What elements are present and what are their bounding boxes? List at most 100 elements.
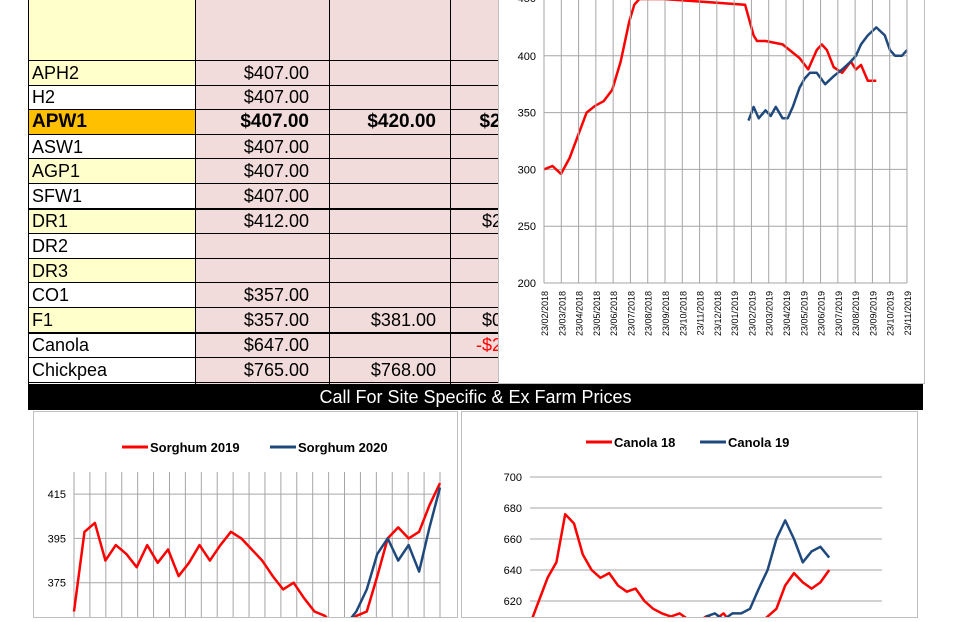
x-tick-label: 23/07/2019 xyxy=(834,291,844,336)
cell-name: F1 xyxy=(28,306,196,334)
y-tick-label: 350 xyxy=(518,108,536,120)
x-tick-label: 23/02/2019 xyxy=(747,291,757,336)
cell-c1 xyxy=(195,0,330,61)
cell-c1: $407.00 xyxy=(195,158,330,184)
table-row: DR1$412.00$2.00 xyxy=(28,207,538,235)
legend-label: Canola 19 xyxy=(728,435,789,450)
y-tick-label: 620 xyxy=(504,596,522,608)
cell-c1: $407.00 xyxy=(195,109,330,135)
series-line-1 xyxy=(346,487,442,622)
x-tick-label: 23/11/2018 xyxy=(696,291,706,335)
cell-name xyxy=(28,0,196,61)
cell-c2: $768.00 xyxy=(329,357,451,383)
table-row: ASW1 $407.00 xyxy=(28,133,538,160)
cell-c2 xyxy=(329,233,451,259)
x-tick-label: 23/10/2019 xyxy=(886,291,896,336)
cell-c1: $647.00 xyxy=(195,331,330,359)
x-tick-label: 23/12/2018 xyxy=(713,291,723,336)
cell-name: APW1 xyxy=(28,109,196,135)
x-tick-label: 23/04/2018 xyxy=(575,291,585,336)
price-table: APH2$407.00H2$407.00APW1$407.00$420.00$2… xyxy=(28,0,538,408)
y-tick-label: 250 xyxy=(518,221,536,233)
legend-label: Sorghum 2019 xyxy=(150,440,240,455)
x-tick-label: 23/03/2018 xyxy=(557,291,567,336)
cell-c1: $407.00 xyxy=(195,133,330,160)
cell-name: DR2 xyxy=(28,233,196,259)
y-tick-label: 200 xyxy=(518,278,536,290)
cell-c1: $765.00 xyxy=(195,357,330,383)
series-line-1 xyxy=(705,519,831,621)
y-tick-label: 680 xyxy=(504,503,522,515)
x-tick-label: 23/06/2018 xyxy=(609,291,619,336)
cell-c1: $412.00 xyxy=(195,207,330,235)
cell-c2 xyxy=(329,331,451,359)
wheat-chart-frame: 200 250 300 350 400 450 23/02/2018 23/03/2018 23… xyxy=(498,0,925,384)
cell-c2 xyxy=(329,182,451,210)
x-tick-label: 23/04/2019 xyxy=(782,291,792,336)
cell-c1: $407.00 xyxy=(195,84,330,111)
x-tick-label: 23/06/2019 xyxy=(817,291,827,336)
table-row: APH2 $407.00 xyxy=(28,60,538,86)
y-tick-label: 660 xyxy=(504,534,522,546)
cell-c2 xyxy=(329,282,451,308)
cell-name: SFW1 xyxy=(28,182,196,210)
cell-name: ASW1 xyxy=(28,133,196,160)
legend-label: Canola 18 xyxy=(614,435,675,450)
table-row: CO1 $357.00 xyxy=(28,282,538,308)
table-row: H2 $407.00 xyxy=(28,84,538,111)
wheat-price-chart: 200 250 300 350 400 450 23/02/2018 23/03/2018 23… xyxy=(518,0,913,336)
table-row: Canola$647.00-$2.00 xyxy=(28,331,538,359)
cell-c1: $407.00 xyxy=(195,182,330,210)
cell-c2 xyxy=(329,84,451,111)
cell-c2 xyxy=(329,0,451,61)
sorghum-chart-frame: 375 395 415 Sorghum 2019 Sorghum 2020 xyxy=(33,411,458,622)
cell-c2 xyxy=(329,158,451,184)
cell-c1 xyxy=(195,233,330,259)
cell-name: DR1 xyxy=(28,207,196,235)
x-tick-label: 23/07/2018 xyxy=(626,291,636,336)
series-line-0 xyxy=(543,0,877,176)
cell-c1 xyxy=(195,257,330,284)
y-tick-label: 375 xyxy=(48,578,66,590)
cell-c2: $381.00 xyxy=(329,306,451,334)
y-tick-label: 450 xyxy=(518,0,536,5)
cell-c2 xyxy=(329,207,451,235)
cell-name: DR3 xyxy=(28,257,196,284)
sorghum-price-chart: 375 395 415 Sorghum 2019 Sorghum 2020 xyxy=(48,440,442,622)
x-tick-label: 23/05/2019 xyxy=(799,291,809,336)
cell-c1: $357.00 xyxy=(195,282,330,308)
y-tick-label: 400 xyxy=(518,51,536,63)
cell-name: Chickpea xyxy=(28,357,196,383)
x-tick-label: 23/09/2019 xyxy=(868,291,878,336)
y-tick-label: 700 xyxy=(504,472,522,484)
cell-c1: $357.00 xyxy=(195,306,330,334)
x-tick-label: 23/02/2018 xyxy=(540,291,550,336)
y-tick-label: 640 xyxy=(504,565,522,577)
table-row: DR3 xyxy=(28,257,538,284)
series-line-0 xyxy=(72,482,442,622)
cell-name: CO1 xyxy=(28,282,196,308)
cell-c2 xyxy=(329,257,451,284)
y-tick-label: 415 xyxy=(48,489,66,501)
x-tick-label: 23/09/2018 xyxy=(661,291,671,336)
table-row: F1$357.00$381.00$0.00 xyxy=(28,306,538,334)
y-tick-label: 395 xyxy=(48,533,66,545)
cell-name: Canola xyxy=(28,331,196,359)
cell-name: H2 xyxy=(28,84,196,111)
table-row: AGP1 $407.00 xyxy=(28,158,538,184)
x-tick-label: 23/05/2018 xyxy=(592,291,602,336)
y-tick-label: 300 xyxy=(518,164,536,176)
x-tick-label: 23/03/2019 xyxy=(765,291,775,336)
x-tick-label: 23/11/2019 xyxy=(903,291,913,335)
cell-c2 xyxy=(329,60,451,86)
x-tick-label: 23/10/2018 xyxy=(678,291,688,336)
cell-name: APH2 xyxy=(28,60,196,86)
cell-name: AGP1 xyxy=(28,158,196,184)
table-row: Chickpea $765.00 $768.00 xyxy=(28,357,538,383)
cell-c2 xyxy=(329,133,451,160)
canola-chart-frame: 620 640 660 680 700 Canola 18 Canola 19 xyxy=(461,411,918,622)
table-row: DR2 xyxy=(28,233,538,259)
x-tick-label: 23/08/2018 xyxy=(644,291,654,336)
cell-c1: $407.00 xyxy=(195,60,330,86)
canola-price-chart: 620 640 660 680 700 Canola 18 Canola 19 xyxy=(504,435,882,622)
